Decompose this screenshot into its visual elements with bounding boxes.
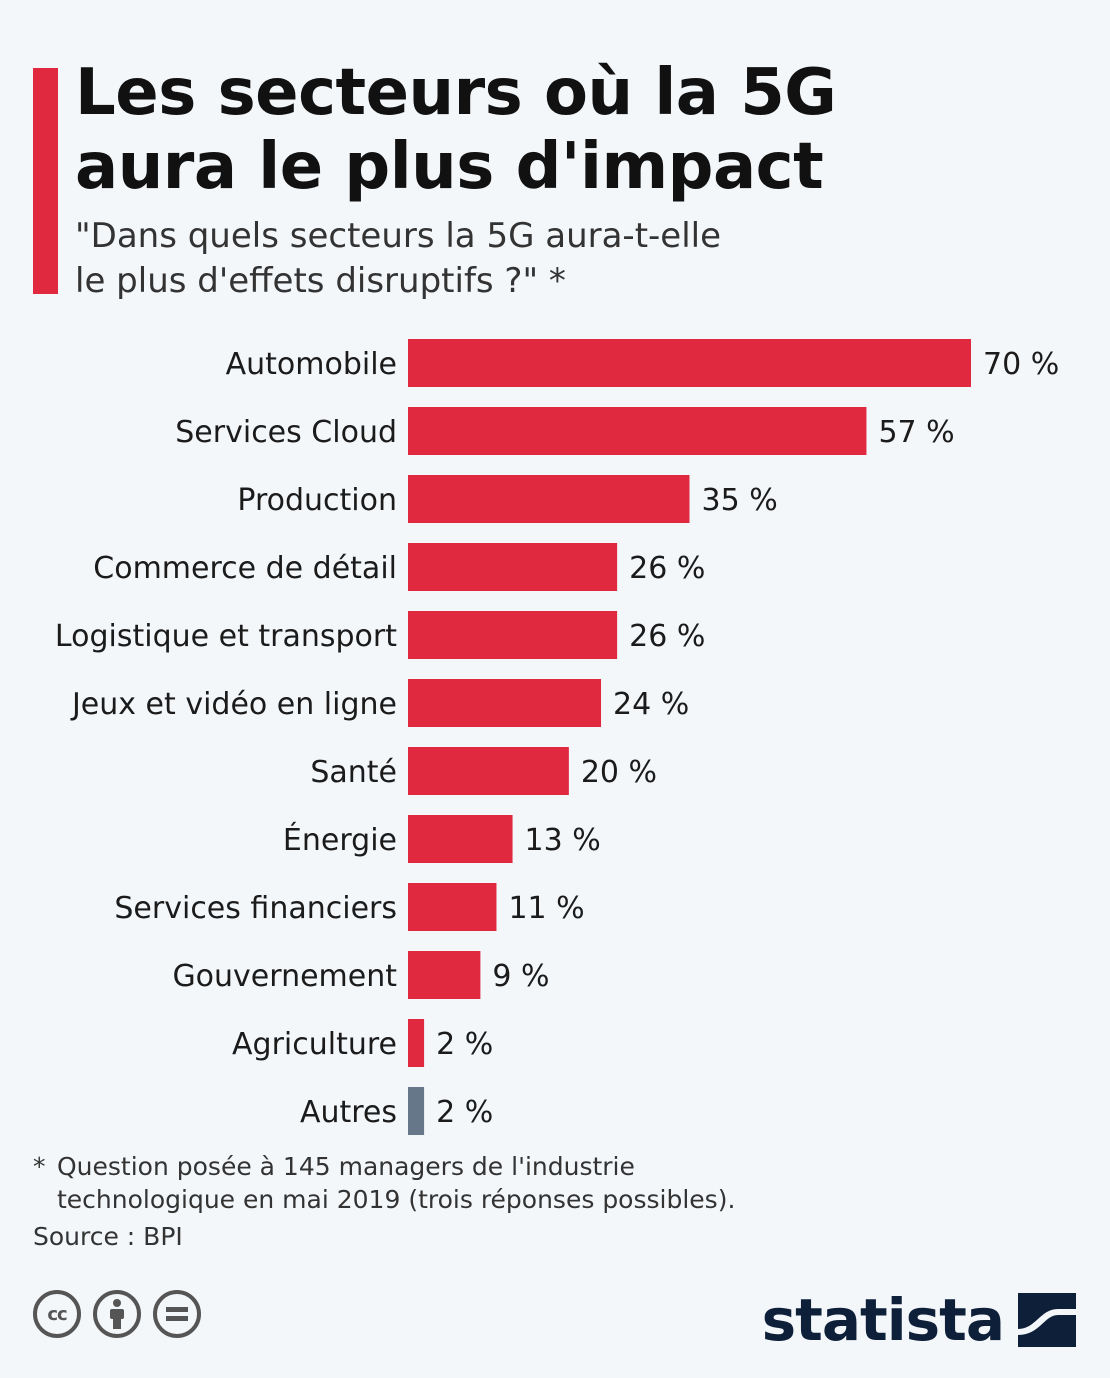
footnote-line: technologique en mai 2019 (trois réponse…	[57, 1185, 736, 1214]
bar	[408, 747, 569, 795]
value-label: 2 %	[436, 1095, 493, 1130]
value-label: 24 %	[613, 687, 689, 722]
category-label: Services financiers	[114, 891, 397, 926]
bar-chart: Automobile 70 % Services Cloud 57 % Producti…	[55, 339, 1059, 1135]
source-note: Source : BPI	[33, 1222, 183, 1251]
title-accent-bar	[33, 68, 58, 294]
logo-text: statista	[761, 1286, 1005, 1354]
category-label: Commerce de détail	[93, 551, 397, 586]
chart-subtitle: "Dans quels secteurs la 5G aura-t-elle l…	[75, 214, 1075, 304]
category-label: Jeux et vidéo en ligne	[70, 687, 397, 722]
bar	[408, 339, 971, 387]
category-label: Gouvernement	[172, 959, 397, 994]
chart-subtitle-line: le plus d'effets disruptifs ?" *	[75, 261, 566, 301]
nd-icon[interactable]	[153, 1290, 201, 1338]
category-label: Agriculture	[232, 1027, 397, 1062]
footnote-line: Question posée à 145 managers de l'indus…	[57, 1152, 635, 1181]
value-label: 35 %	[702, 483, 778, 518]
bar	[408, 407, 867, 455]
category-label: Autres	[300, 1095, 397, 1130]
footnote: * Question posée à 145 managers de l'ind…	[33, 1150, 1033, 1216]
bar	[408, 883, 497, 931]
bar	[408, 475, 690, 523]
value-label: 2 %	[436, 1027, 493, 1062]
value-label: 11 %	[508, 891, 584, 926]
value-label: 26 %	[629, 551, 705, 586]
value-label: 26 %	[629, 619, 705, 654]
statista-mark-icon	[1018, 1293, 1076, 1347]
bar	[408, 1019, 425, 1067]
bar	[408, 611, 618, 659]
value-label: 70 %	[983, 347, 1059, 382]
value-label: 13 %	[525, 823, 601, 858]
bar	[408, 951, 481, 999]
category-label: Logistique et transport	[55, 619, 397, 654]
category-label: Production	[237, 483, 397, 518]
category-label: Énergie	[283, 822, 397, 858]
cc-icon[interactable]: cc	[33, 1290, 81, 1338]
category-label: Santé	[310, 755, 397, 790]
chart-title-line: aura le plus d'impact	[75, 130, 824, 204]
statista-logo[interactable]: statista	[762, 1286, 1076, 1354]
by-icon[interactable]	[93, 1290, 141, 1338]
category-label: Automobile	[226, 347, 397, 382]
value-label: 20 %	[581, 755, 657, 790]
value-label: 9 %	[492, 959, 549, 994]
license-icons: cc	[33, 1290, 201, 1338]
footnote-marker: *	[33, 1152, 46, 1181]
bar	[408, 679, 602, 727]
bar	[408, 543, 618, 591]
category-label: Services Cloud	[175, 415, 397, 450]
value-label: 57 %	[878, 415, 954, 450]
bar	[408, 1087, 425, 1135]
chart-title: Les secteurs où la 5G aura le plus d'imp…	[75, 56, 1075, 204]
chart-title-line: Les secteurs où la 5G	[75, 56, 837, 130]
chart-subtitle-line: "Dans quels secteurs la 5G aura-t-elle	[75, 216, 722, 256]
bar	[408, 815, 513, 863]
